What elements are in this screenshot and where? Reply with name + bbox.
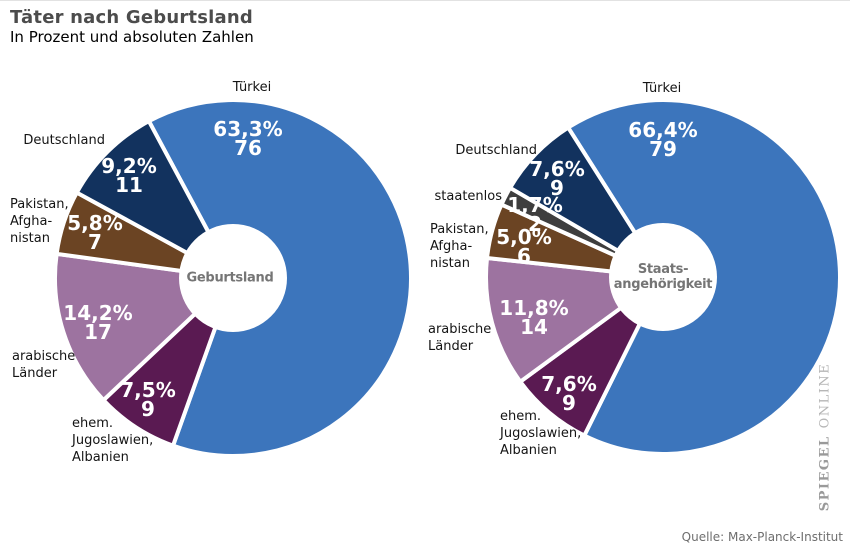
- left-donut-center-label: Geburtsland: [186, 270, 274, 286]
- spiegel-online-watermark: SPIEGEL ONLINE: [818, 363, 833, 511]
- right-donut-center-label: Staats- angehörigkeit: [613, 262, 713, 292]
- left-donut-chart: [53, 98, 413, 458]
- page-title: Täter nach Geburtsland: [10, 7, 253, 28]
- page-subtitle: In Prozent und absoluten Zahlen: [10, 28, 254, 46]
- watermark-spiegel-text: SPIEGEL: [817, 435, 833, 512]
- donut-hole: [609, 223, 717, 331]
- source-credit: Quelle: Max-Planck-Institut: [681, 530, 843, 544]
- pie-slice-deutschland: [74, 118, 238, 283]
- donut-hole: [179, 224, 287, 332]
- right-donut-chart: [484, 98, 842, 456]
- watermark-online-text: ONLINE: [817, 362, 833, 429]
